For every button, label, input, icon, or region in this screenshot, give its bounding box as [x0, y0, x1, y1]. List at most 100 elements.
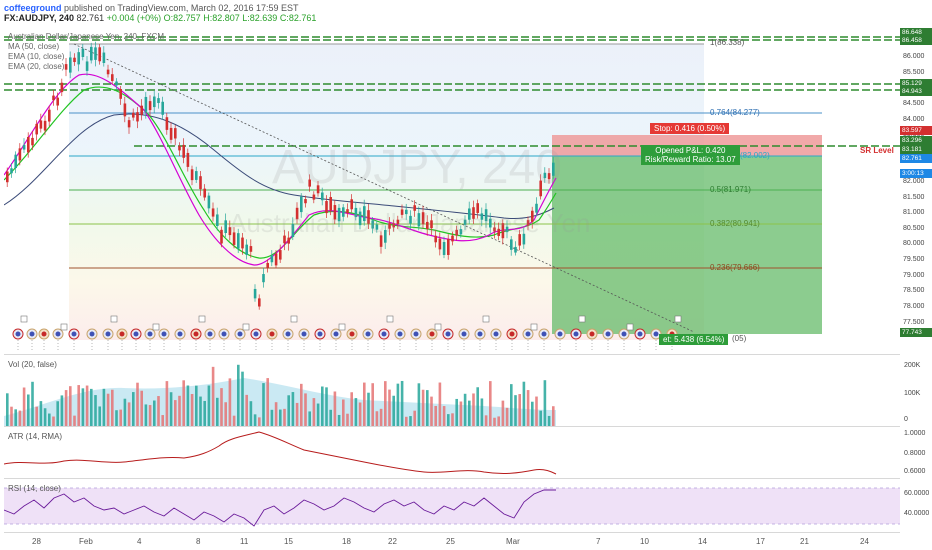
event-badge-icon — [110, 315, 118, 323]
price-tag: 84.943 — [900, 87, 932, 96]
candle-body — [480, 213, 484, 220]
volume-bar — [178, 395, 181, 426]
volume-bar — [115, 410, 118, 426]
volume-bar — [392, 395, 395, 426]
candle-body — [148, 101, 152, 111]
volume-bar — [140, 390, 143, 426]
candle-body — [211, 208, 215, 217]
atr-tick-08: 0.8000 — [904, 450, 926, 457]
price-pane[interactable]: Australian Dollar/Japanese Yen, 240, FXC… — [4, 30, 900, 355]
price-tick: 78.000 — [903, 303, 925, 310]
candle-body — [484, 209, 488, 222]
target-label: et: 5.438 (6.54%) — [659, 334, 729, 345]
price-tick: 84.000 — [903, 116, 925, 123]
volume-bar — [94, 395, 97, 426]
volume-bar — [60, 395, 64, 426]
volume-bar — [161, 415, 164, 426]
candle-body — [308, 179, 311, 187]
flag-icon — [365, 331, 371, 337]
low-value: L:82.639 — [242, 13, 278, 23]
x-tick-21: 21 — [800, 537, 809, 546]
candle-body — [245, 244, 248, 255]
volume-chart — [4, 364, 556, 426]
flag-icon — [177, 331, 183, 337]
volume-bar — [132, 392, 135, 426]
volume-bar — [409, 416, 412, 426]
high-value: H:82.807 — [203, 13, 240, 23]
candle-body — [497, 228, 500, 236]
volume-bar — [379, 408, 383, 426]
volume-bar — [98, 406, 101, 426]
volume-bar — [119, 409, 122, 426]
volume-bar — [400, 380, 404, 426]
flag-icon — [317, 331, 323, 337]
candle-body — [224, 220, 227, 234]
volume-bar — [333, 391, 337, 426]
flag-icon — [381, 331, 387, 337]
atr-pane[interactable]: ATR (14, RMA) — [4, 428, 900, 479]
volume-bar — [291, 392, 295, 426]
price-tag: 77.743 — [900, 328, 932, 337]
price-tag: 3:00:13 — [900, 169, 932, 178]
x-tick-28: 28 — [32, 537, 41, 546]
stop-label: Stop: 0.416 (0.50%) — [650, 123, 730, 134]
flag-icon — [333, 331, 339, 337]
pnl-ratio: Risk/Reward Ratio: 13.07 — [645, 155, 736, 164]
candle-body — [396, 219, 400, 224]
candle-body — [270, 255, 274, 263]
symbol-label[interactable]: FX:AUDJPY, 240 — [4, 13, 75, 23]
volume-bar — [77, 385, 80, 426]
flag-icon — [637, 331, 643, 337]
price-tick: 82.000 — [903, 178, 925, 185]
volume-bar — [190, 393, 194, 426]
candle-body — [455, 229, 458, 236]
rsi-pane[interactable]: RSI (14, close) — [4, 480, 900, 533]
x-tick-18: 18 — [342, 537, 351, 546]
volume-bar — [266, 378, 269, 426]
price-axis[interactable]: 86.00085.50085.00084.50084.00083.50082.0… — [900, 28, 932, 354]
flag-icon — [509, 331, 515, 337]
atr-line — [4, 431, 557, 475]
volume-bar — [144, 404, 148, 426]
candle-body — [199, 176, 202, 190]
candle-body — [421, 212, 425, 225]
legend-ema20[interactable]: EMA (20, close) — [8, 62, 65, 71]
legend-ema10[interactable]: EMA (10, close) — [8, 52, 65, 61]
price-tick: 85.500 — [903, 69, 925, 76]
candle-body — [333, 205, 337, 220]
flag-icon — [525, 331, 531, 337]
candle-body — [190, 169, 194, 181]
candle-body — [316, 185, 320, 194]
flag-icon — [621, 331, 627, 337]
candle-body — [119, 89, 122, 99]
author-link[interactable]: coffeeground — [4, 3, 62, 13]
volume-bar — [245, 394, 248, 426]
volume-bar — [224, 402, 227, 426]
flag-icon — [193, 331, 199, 337]
volume-bar — [85, 385, 89, 426]
volume-bar — [69, 386, 72, 426]
event-badge-icon — [242, 323, 250, 331]
volume-bar — [237, 364, 240, 426]
volume-bar — [169, 392, 173, 426]
candle-body — [216, 214, 219, 226]
atr-chart — [4, 431, 557, 475]
legend-ma50[interactable]: MA (50, close) — [8, 42, 60, 51]
volume-title: Vol (20, false) — [8, 360, 57, 369]
flag-icon — [55, 331, 61, 337]
candle-body — [371, 220, 374, 229]
candle-body — [253, 288, 257, 299]
volume-bar — [136, 382, 139, 426]
candle-body — [350, 199, 353, 210]
volume-pane[interactable]: Vol (20, false) — [4, 356, 900, 427]
candle-body — [329, 197, 332, 211]
volume-bar — [329, 409, 332, 426]
candle-body — [505, 226, 509, 233]
volume-bar — [396, 383, 400, 426]
candle-body — [186, 152, 190, 167]
price-chart[interactable] — [4, 30, 900, 354]
time-axis[interactable]: 28 Feb 4 8 11 15 18 22 25 29 Mar 7 10 14… — [4, 534, 900, 550]
price-tick: 78.500 — [903, 287, 925, 294]
candle-body — [39, 120, 43, 129]
candle-body — [493, 227, 496, 232]
